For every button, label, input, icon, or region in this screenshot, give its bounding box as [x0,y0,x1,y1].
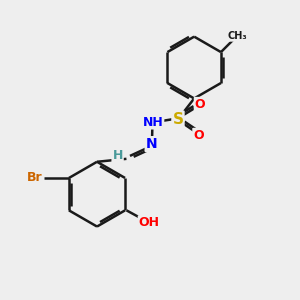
Text: O: O [195,98,206,111]
Text: N: N [146,137,157,151]
Text: NH: NH [142,116,163,128]
Text: H: H [112,149,123,162]
Text: Br: Br [27,172,43,184]
Text: CH₃: CH₃ [227,31,247,41]
Text: OH: OH [139,216,160,229]
Text: O: O [193,129,204,142]
Text: S: S [172,112,184,127]
